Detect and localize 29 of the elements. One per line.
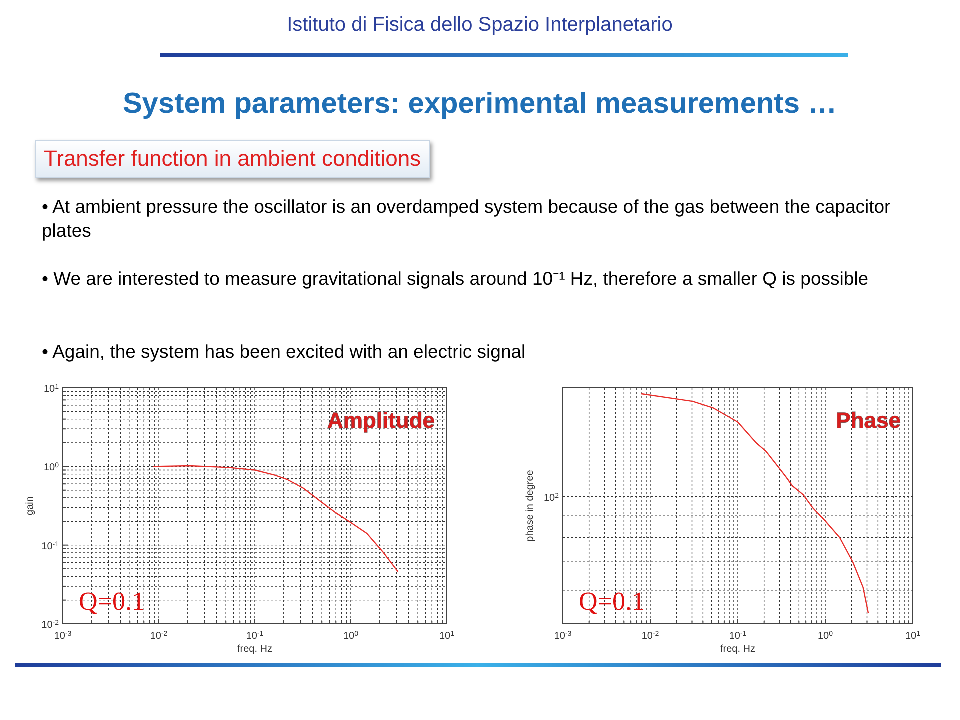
annotation: Amplitude — [327, 408, 435, 433]
annotation: Phase — [836, 408, 901, 433]
x-tick-label: 10$^{-1}$ — [246, 630, 264, 642]
text: • At ambient pressure the oscillator is an overdamped system because of the gas between the capacitor plates — [42, 195, 892, 243]
x-tick-label: 10$^{1}$ — [439, 630, 455, 642]
text: • Again, the system has been excited with an electric signal — [42, 340, 527, 364]
text: 10$^{2}$ — [544, 492, 560, 504]
x-tick-label: 10$^{0}$ — [818, 630, 834, 642]
y-tick-label: 10$^{1}$ — [44, 384, 60, 395]
x-axis-title: freq. Hz — [720, 644, 756, 655]
x-tick-label: 10$^{0}$ — [343, 630, 359, 642]
x-tick-label: 10$^{-2}$ — [150, 630, 168, 642]
x-tick-label: 10$^{-1}$ — [729, 630, 747, 642]
text: Istituto di Fisica dello Spazio Interplanetario — [286, 14, 674, 37]
x-tick-label: 10$^{-3}$ — [54, 630, 72, 642]
x-tick-label: 10$^{1}$ — [905, 630, 921, 642]
text: System parameters: experimental measurements … — [122, 88, 838, 121]
annotation: Q=0.1 — [579, 587, 645, 616]
text: • We are interested to measure gravitational signals around 10⁻¹ Hz, therefore a smaller Q is possible — [42, 267, 870, 291]
x-tick-label: 10$^{-3}$ — [554, 630, 572, 642]
annotation: Q=0.1 — [79, 587, 145, 616]
x-tick-label: 10$^{-2}$ — [642, 630, 660, 642]
x-axis-title: freq. Hz — [237, 644, 273, 655]
text: Transfer function in ambient conditions — [35, 140, 430, 178]
y-axis-title: phase in degree — [525, 470, 536, 542]
y-tick-label: 10$^{-2}$ — [42, 620, 60, 631]
y-axis-title: gain — [25, 496, 36, 516]
y-tick-label: 10$^{-1}$ — [42, 540, 60, 552]
y-tick-label: 10$^{0}$ — [44, 462, 60, 474]
